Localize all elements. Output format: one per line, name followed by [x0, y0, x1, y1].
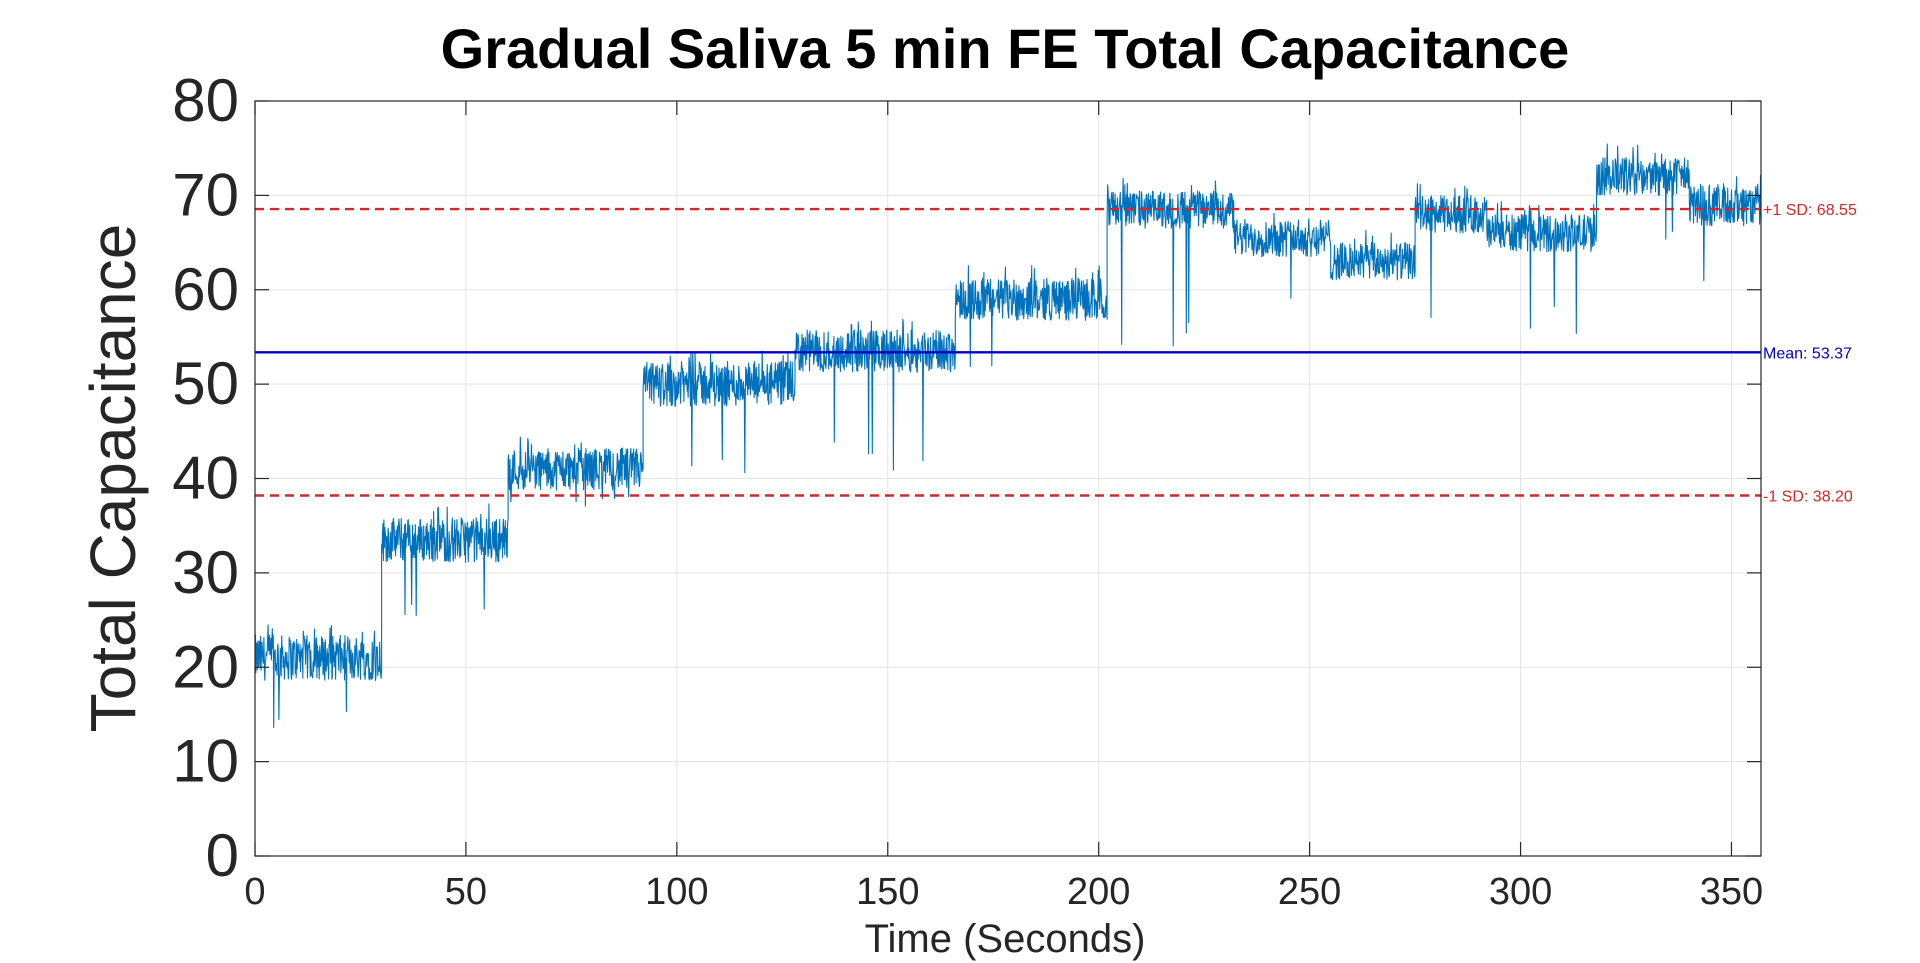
- y-tick-label: 80: [172, 67, 239, 134]
- chart-title: Gradual Saliva 5 min FE Total Capacitanc…: [441, 17, 1570, 80]
- y-tick-label: 70: [172, 161, 239, 228]
- y-tick-label: 0: [206, 822, 239, 889]
- y-tick-label: 20: [172, 633, 239, 700]
- y-tick-label: 60: [172, 256, 239, 323]
- reference-lines: +1 SD: 68.55 Mean: 53.37 -1 SD: 38.20: [255, 202, 1857, 505]
- x-tick-label: 250: [1278, 871, 1341, 913]
- grid: [254, 100, 1761, 857]
- y-tick-label: 40: [172, 445, 239, 512]
- y-tick-label: 50: [172, 350, 239, 417]
- signal-series: [254, 143, 1762, 729]
- x-tick-label: 300: [1489, 871, 1552, 913]
- x-tick-label: 200: [1067, 871, 1130, 913]
- reference-line-label: +1 SD: 68.55: [1763, 202, 1857, 219]
- x-tick-label: 150: [856, 871, 919, 913]
- y-axis-label: Total Capacitance: [77, 224, 149, 733]
- x-axis-label: Time (Seconds): [865, 917, 1146, 961]
- y-tick-label: 10: [172, 728, 239, 795]
- y-tick-label: 30: [172, 539, 239, 606]
- axis-ticks: 0 50 100 150 200 250 300 350 0 10 20 30 40 50 60 70 80: [172, 67, 1763, 913]
- x-tick-label: 350: [1700, 871, 1763, 913]
- x-tick-label: 50: [445, 871, 487, 913]
- x-tick-label: 0: [244, 871, 265, 913]
- reference-line-label: -1 SD: 38.20: [1763, 488, 1853, 505]
- signal-line: [254, 143, 1762, 729]
- reference-line-label: Mean: 53.37: [1763, 345, 1852, 362]
- x-tick-label: 100: [645, 871, 708, 913]
